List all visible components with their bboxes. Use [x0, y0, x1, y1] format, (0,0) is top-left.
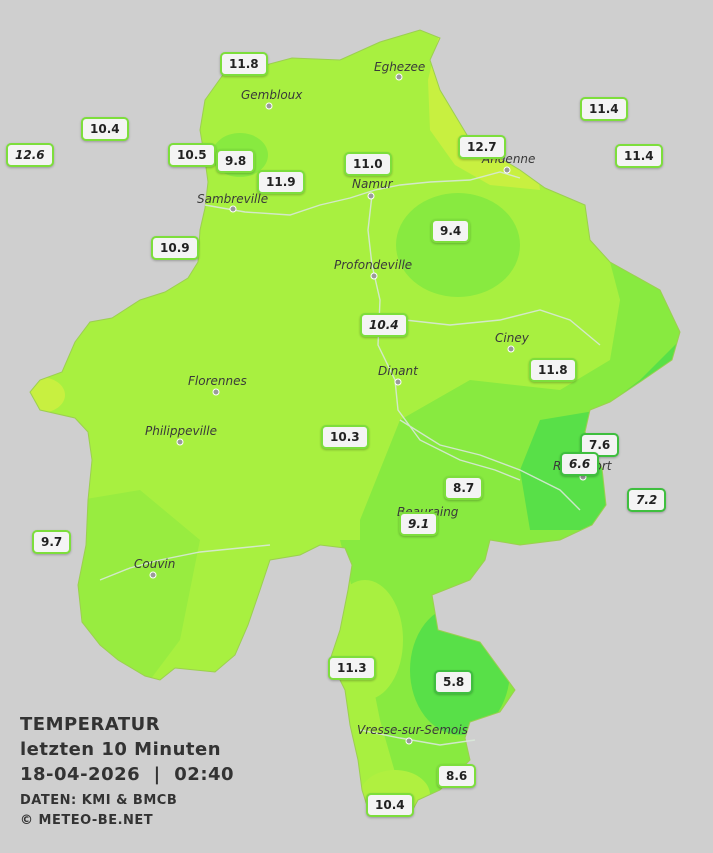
- map-title: TEMPERATUR: [20, 714, 161, 735]
- river-eau-blanche: [99, 544, 271, 581]
- station-badge[interactable]: 9.7: [32, 530, 72, 554]
- city-sambreville: Sambreville: [197, 192, 268, 206]
- river-lesse: [399, 419, 581, 511]
- station-badge[interactable]: 12.6: [6, 143, 54, 167]
- station-badge[interactable]: 9.8: [216, 149, 256, 173]
- station-badge[interactable]: 8.7: [444, 476, 484, 500]
- city-dot-florennes: [212, 388, 220, 396]
- river-bocq: [404, 309, 601, 346]
- warm-zone-west: [30, 377, 65, 413]
- city-dot-dinant: [394, 378, 402, 386]
- station-badge[interactable]: 10.4: [360, 313, 408, 337]
- station-badge[interactable]: 8.6: [437, 764, 477, 788]
- data-source: DATEN: KMI & BMCB: [20, 793, 178, 808]
- station-badge[interactable]: 11.8: [529, 358, 577, 382]
- city-philippeville: Philippeville: [145, 424, 217, 438]
- station-badge[interactable]: 11.8: [220, 52, 268, 76]
- cool-zone-couvin: [75, 490, 200, 680]
- station-badge[interactable]: 12.7: [458, 135, 506, 159]
- station-badge[interactable]: 7.2: [627, 488, 667, 512]
- title-block: TEMPERATUR letzten 10 Minuten 18-04-2026…: [20, 712, 234, 831]
- station-badge[interactable]: 10.5: [168, 143, 216, 167]
- city-namur: Namur: [352, 177, 394, 191]
- city-florennes: Florennes: [188, 374, 247, 388]
- station-badge[interactable]: 9.4: [431, 219, 471, 243]
- station-badge[interactable]: 11.0: [344, 152, 392, 176]
- city-dot-namur: [367, 192, 375, 200]
- city-dot-sambreville: [229, 205, 237, 213]
- river-semois: [359, 729, 476, 746]
- city-dot-vresse-sur-semois: [405, 737, 413, 745]
- station-badge[interactable]: 11.9: [257, 170, 305, 194]
- station-badge[interactable]: 9.1: [399, 512, 439, 536]
- city-dot-eghezee: [395, 73, 403, 81]
- river-sambre-meuse: [204, 171, 521, 216]
- station-badge[interactable]: 11.4: [615, 144, 663, 168]
- city-couvin: Couvin: [134, 557, 175, 571]
- station-badge[interactable]: 10.9: [151, 236, 199, 260]
- station-badge[interactable]: 11.3: [328, 656, 376, 680]
- map-datetime: 18-04-2026 | 02:40: [20, 764, 235, 785]
- city-dot-couvin: [149, 571, 157, 579]
- city-dot-philippeville: [176, 438, 184, 446]
- station-badge[interactable]: 11.4: [580, 97, 628, 121]
- station-badge[interactable]: 10.4: [366, 793, 414, 817]
- city-dot-ciney: [507, 345, 515, 353]
- city-dot-profondeville: [370, 272, 378, 280]
- city-dot-gembloux: [265, 102, 273, 110]
- city-dot-andenne: [503, 166, 511, 174]
- city-gembloux: Gembloux: [241, 88, 303, 102]
- city-eghezee: Eghezee: [374, 60, 425, 74]
- cool-zone-profondeville: [396, 193, 520, 297]
- map-subtitle: letzten 10 Minuten: [20, 739, 222, 760]
- station-badge[interactable]: 5.8: [434, 670, 474, 694]
- station-badge[interactable]: 10.4: [81, 117, 129, 141]
- city-dinant: Dinant: [378, 364, 419, 378]
- rivers: [99, 171, 601, 746]
- city-profondeville: Profondeville: [334, 258, 412, 272]
- city-vresse-sur-semois: Vresse-sur-Semois: [357, 723, 468, 737]
- city-ciney: Ciney: [495, 331, 530, 345]
- station-badge[interactable]: 10.3: [321, 425, 369, 449]
- river-meuse: [367, 194, 521, 481]
- station-badge[interactable]: 6.6: [560, 452, 600, 476]
- copyright: © METEO-BE.NET: [20, 813, 154, 828]
